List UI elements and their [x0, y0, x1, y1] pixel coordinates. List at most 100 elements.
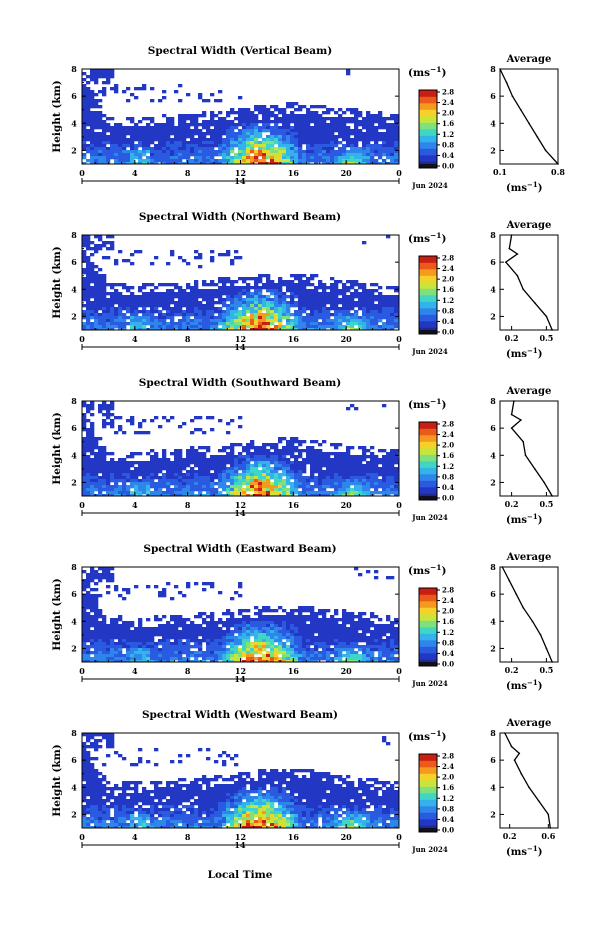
- heatmap-cell: [82, 322, 87, 326]
- heatmap-cell: [210, 621, 215, 625]
- heatmap-cell: [102, 467, 107, 471]
- heatmap-cell: [134, 307, 139, 311]
- heatmap-cell: [226, 280, 231, 284]
- heatmap-cell: [282, 479, 287, 483]
- heatmap-cell: [230, 111, 235, 115]
- heatmap-cell: [390, 482, 395, 486]
- heatmap-cell: [198, 464, 203, 468]
- heatmap-cell: [86, 476, 91, 480]
- heatmap-cell: [154, 452, 159, 456]
- heatmap-cell: [310, 470, 315, 474]
- heatmap-cell: [198, 159, 203, 163]
- heatmap-cell: [294, 123, 299, 127]
- heatmap-cell: [198, 265, 203, 269]
- heatmap-cell: [302, 141, 307, 145]
- heatmap-cell: [130, 654, 135, 658]
- heatmap-cell: [98, 244, 103, 248]
- heatmap-cell: [254, 449, 259, 453]
- heatmap-cell: [94, 440, 99, 444]
- heatmap-cell: [226, 422, 231, 426]
- heatmap-cell: [282, 328, 287, 330]
- heatmap-cell: [126, 316, 131, 320]
- average-title: Average: [506, 220, 552, 231]
- heatmap-cell: [82, 259, 87, 263]
- heatmap-cell: [254, 491, 259, 495]
- heatmap-cell: [238, 479, 243, 483]
- heatmap-cell: [86, 129, 91, 133]
- heatmap-cell: [114, 633, 119, 637]
- heatmap-cell: [330, 286, 335, 290]
- heatmap-cell: [222, 476, 227, 480]
- heatmap-cell: [306, 114, 311, 118]
- heatmap-cell: [366, 147, 371, 151]
- heatmap-cell: [134, 642, 139, 646]
- heatmap-cell: [182, 328, 187, 330]
- heatmap-cell: [126, 630, 131, 634]
- heatmap-cell: [334, 446, 339, 450]
- heatmap-cell: [130, 153, 135, 157]
- heatmap-cell: [306, 292, 311, 296]
- heatmap-cell: [310, 159, 315, 163]
- heatmap-cell: [218, 651, 223, 655]
- heatmap-cell: [286, 313, 291, 317]
- heatmap-cell: [118, 138, 123, 142]
- heatmap-cell: [122, 485, 127, 489]
- heatmap-cell: [206, 153, 211, 157]
- heatmap-cell: [98, 446, 103, 450]
- heatmap-cell: [130, 636, 135, 640]
- heatmap-cell: [142, 117, 147, 121]
- heatmap-cell: [122, 159, 127, 163]
- heatmap-cell: [158, 150, 163, 154]
- heatmap-cell: [238, 292, 243, 296]
- heatmap-cell: [94, 114, 99, 118]
- heatmap-cell: [250, 147, 255, 151]
- heatmap-cell: [250, 482, 255, 486]
- heatmap-cell: [250, 120, 255, 124]
- heatmap-cell: [326, 316, 331, 320]
- heatmap-cell: [370, 316, 375, 320]
- heatmap-cell: [334, 141, 339, 145]
- heatmap-cell: [330, 461, 335, 465]
- heatmap-cell: [166, 262, 171, 266]
- heatmap-cell: [346, 464, 351, 468]
- heatmap-cell: [82, 96, 87, 100]
- heatmap-cell: [206, 470, 211, 474]
- heatmap-cell: [258, 461, 263, 465]
- heatmap-cell: [206, 636, 211, 640]
- heatmap-cell: [322, 295, 327, 299]
- heatmap-cell: [354, 482, 359, 486]
- heatmap-cell: [162, 126, 167, 130]
- heatmap-cell: [294, 153, 299, 157]
- heatmap-cell: [214, 639, 219, 643]
- heatmap-cell: [318, 449, 323, 453]
- heatmap-cell: [206, 633, 211, 637]
- heatmap-cell: [258, 476, 263, 480]
- heatmap-cell: [166, 470, 171, 474]
- heatmap-cell: [102, 476, 107, 480]
- heatmap-cell: [246, 132, 251, 136]
- heatmap-cell: [286, 138, 291, 142]
- heatmap-cell: [358, 307, 363, 311]
- heatmap-cell: [350, 313, 355, 317]
- heatmap-cell: [134, 639, 139, 643]
- heatmap-cell: [86, 446, 91, 450]
- heatmap-cell: [246, 621, 251, 625]
- heatmap-cell: [110, 292, 115, 296]
- heatmap-cell: [274, 123, 279, 127]
- heatmap-cell: [98, 132, 103, 136]
- heatmap-cell: [370, 491, 375, 495]
- heatmap-cell: [162, 461, 167, 465]
- heatmap-cell: [86, 473, 91, 477]
- heatmap-cell: [342, 117, 347, 121]
- heatmap-cell: [222, 636, 227, 640]
- heatmap-cell: [322, 138, 327, 142]
- heatmap-cell: [154, 654, 159, 658]
- heatmap-cell: [206, 449, 211, 453]
- heatmap-cell: [150, 310, 155, 314]
- heatmap-cell: [186, 135, 191, 139]
- heatmap-cell: [102, 322, 107, 326]
- heatmap-cell: [270, 443, 275, 447]
- heatmap-cell: [86, 262, 91, 266]
- unit-exponent: −1: [527, 346, 538, 355]
- heatmap-cell: [222, 310, 227, 314]
